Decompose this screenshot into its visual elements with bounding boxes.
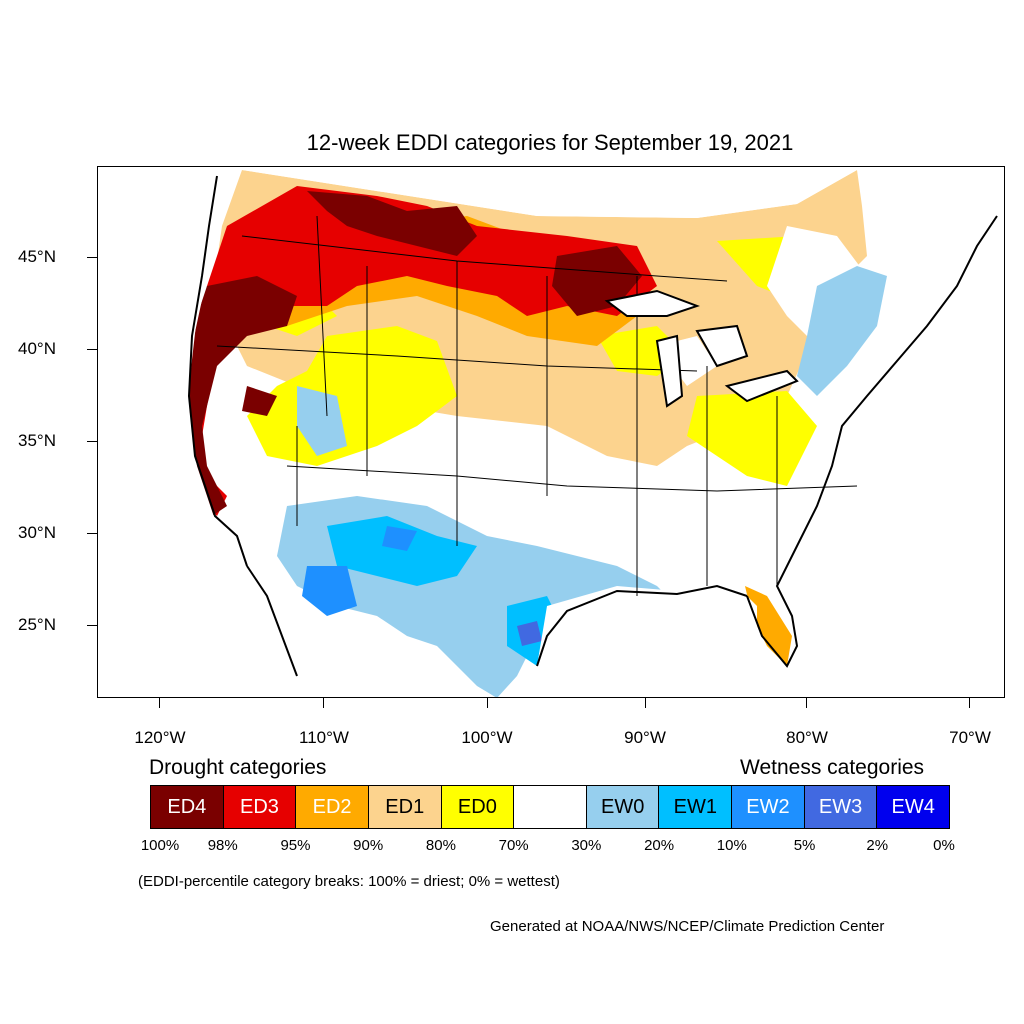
legend-cell-ew1: EW1 [659,786,733,828]
lat-tick [87,441,97,442]
lat-tick [87,533,97,534]
pacific-ocean [97,166,297,698]
great-lakes [604,289,799,408]
lon-label: 120°W [134,728,186,747]
credit-line: Generated at NOAA/NWS/NCEP/Climate Predi… [490,918,885,935]
lon-label: 80°W [786,728,828,747]
wetness-heading: Wetness categories [740,756,925,779]
legend-break-label: 98% [207,837,238,854]
legend-break-label: 70% [498,837,529,854]
lat-label: 25°N [18,615,56,634]
lon-label: 70°W [949,728,991,747]
ew1-region [327,516,477,586]
legend-cell-ed1: ED1 [368,786,442,828]
lon-tick [487,698,488,708]
ed4-region [307,191,477,256]
map-title: 12-week EDDI categories for September 19… [306,130,794,155]
legend-break-label: 5% [793,837,816,854]
atlantic-ocean [787,166,1005,698]
ew2-region [302,566,357,616]
lat-tick [87,625,97,626]
map-panel [97,166,1005,698]
legend-break-label: 80% [425,837,456,854]
legend-break-label: 0% [933,837,955,854]
map-border [97,166,1005,698]
lon-label: 100°W [461,728,513,747]
lon-tick [645,698,646,708]
legend-break-label: 90% [353,837,384,854]
legend-cell-none [514,786,587,828]
lat-label: 45°N [18,247,56,266]
lon-label: 90°W [624,728,666,747]
legend-break-label: 30% [571,837,602,854]
legend-cell-ew0: EW0 [586,786,660,828]
category-note: (EDDI-percentile category breaks: 100% =… [138,873,560,890]
lat-label: 30°N [18,523,56,542]
legend-cell-ed3: ED3 [223,786,297,828]
lat-label: 40°N [18,339,56,358]
lon-tick [323,698,324,708]
legend-break-label: 10% [716,837,747,854]
lon-tick [969,698,970,708]
state-borders [216,215,858,596]
legend-cell-ed0: ED0 [441,786,515,828]
drought-heading: Drought categories [149,756,327,779]
legend-cell-ew4: EW4 [877,786,950,828]
gulf-of-mexico [527,586,757,698]
legend-cell-ed2: ED2 [296,786,369,828]
lon-label: 110°W [299,728,349,747]
legend-break-label: 95% [280,837,311,854]
legend-cell-ew2: EW2 [732,786,805,828]
legend-color-bar: ED4 ED3 ED2 ED1 ED0 EW0 EW1 EW2 EW3 EW4 [150,785,950,829]
coastlines [187,175,998,677]
lat-tick [87,257,97,258]
ed0-region [247,326,457,466]
lat-tick [87,349,97,350]
lat-label: 35°N [18,431,56,450]
ed3-region [187,186,657,516]
legend-cell-ed4: ED4 [151,786,224,828]
legend-break-label: 20% [644,837,675,854]
legend-break-label: 100% [140,837,180,854]
lon-tick [159,698,160,708]
lon-tick [806,698,807,708]
ew3-region [517,621,542,646]
legend-break-label: 2% [866,837,889,854]
legend-cell-ew3: EW3 [804,786,878,828]
